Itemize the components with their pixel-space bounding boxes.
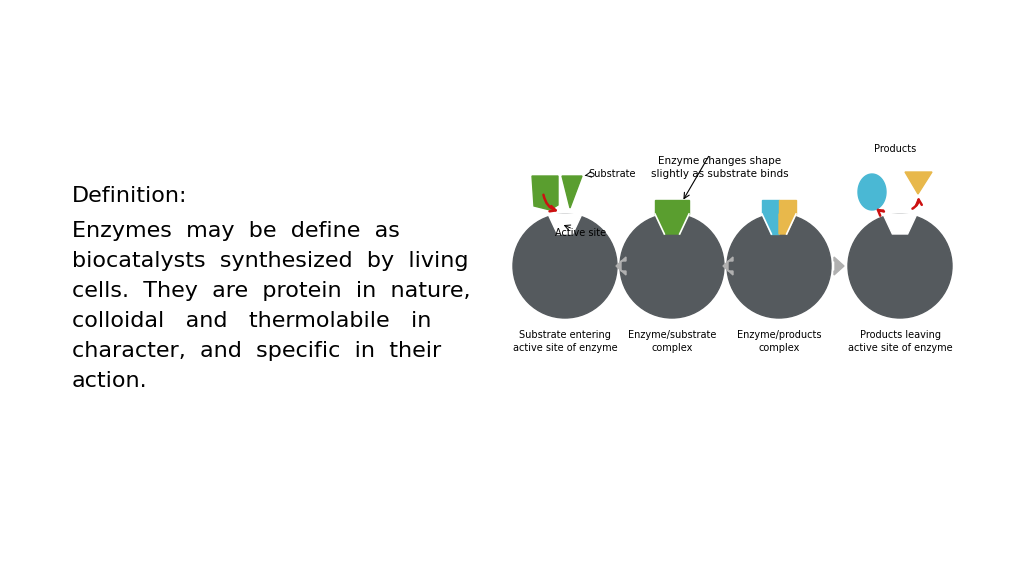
- FancyArrow shape: [723, 257, 733, 275]
- Polygon shape: [548, 214, 582, 234]
- Text: Substrate entering
active site of enzyme: Substrate entering active site of enzyme: [513, 330, 617, 353]
- Text: colloidal   and   thermolabile   in: colloidal and thermolabile in: [72, 311, 431, 331]
- Polygon shape: [905, 172, 932, 194]
- Polygon shape: [883, 214, 918, 234]
- Polygon shape: [655, 200, 689, 214]
- Polygon shape: [762, 200, 779, 214]
- Text: action.: action.: [72, 371, 147, 391]
- Circle shape: [848, 214, 952, 318]
- Text: character,  and  specific  in  their: character, and specific in their: [72, 341, 441, 361]
- Text: Enzyme changes shape
slightly as substrate binds: Enzyme changes shape slightly as substra…: [651, 156, 788, 179]
- Text: Definition:: Definition:: [72, 186, 187, 206]
- Circle shape: [513, 214, 617, 318]
- Text: cells.  They  are  protein  in  nature,: cells. They are protein in nature,: [72, 281, 470, 301]
- Text: Products leaving
active site of enzyme: Products leaving active site of enzyme: [848, 330, 952, 353]
- Text: Enzyme/products
complex: Enzyme/products complex: [736, 330, 821, 353]
- Polygon shape: [655, 214, 689, 234]
- FancyArrow shape: [834, 257, 844, 275]
- Polygon shape: [858, 174, 886, 210]
- Text: Enzyme/substrate
complex: Enzyme/substrate complex: [628, 330, 716, 353]
- Text: biocatalysts  synthesized  by  living: biocatalysts synthesized by living: [72, 251, 469, 271]
- Text: Products: Products: [873, 144, 916, 154]
- Text: Enzymes  may  be  define  as: Enzymes may be define as: [72, 221, 400, 241]
- Circle shape: [620, 214, 724, 318]
- Polygon shape: [779, 200, 796, 214]
- FancyArrow shape: [616, 257, 626, 275]
- Polygon shape: [532, 176, 558, 210]
- Text: Active site: Active site: [555, 228, 606, 238]
- Text: Substrate: Substrate: [588, 169, 636, 179]
- Polygon shape: [762, 214, 779, 234]
- Circle shape: [727, 214, 831, 318]
- Polygon shape: [562, 176, 582, 208]
- Polygon shape: [779, 214, 796, 234]
